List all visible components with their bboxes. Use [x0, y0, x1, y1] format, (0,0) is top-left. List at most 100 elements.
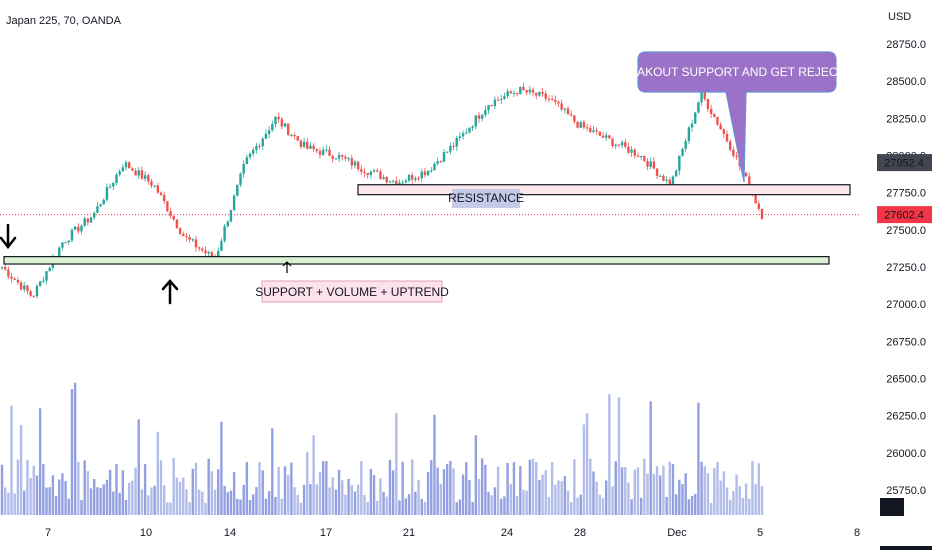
volume-bar	[484, 464, 487, 515]
candle-body	[604, 135, 608, 138]
candle-body	[465, 132, 468, 134]
volume-bar	[169, 502, 172, 515]
volume-bar	[690, 495, 694, 515]
support-zone[interactable]	[3, 255, 830, 265]
volume-bar	[420, 498, 423, 515]
volume-bar	[29, 477, 32, 515]
candle-body	[477, 115, 481, 119]
candle-body	[379, 171, 382, 179]
candle-body	[261, 138, 264, 147]
candle-body	[16, 279, 20, 283]
candle-body	[13, 278, 16, 280]
candle-body	[118, 171, 121, 175]
volume-bar	[395, 413, 398, 515]
price-axis[interactable]: USD	[888, 11, 911, 23]
candle-body	[550, 98, 554, 100]
volume-bar	[636, 467, 640, 515]
candle-body	[223, 226, 226, 241]
callout-bubble[interactable]	[637, 51, 837, 183]
volume-bar	[611, 486, 614, 515]
candle-body	[175, 219, 179, 229]
volume-bar	[589, 458, 592, 515]
candle-body	[608, 135, 611, 139]
volume-bar	[54, 495, 58, 515]
candle-body	[147, 175, 150, 182]
candle-body	[624, 142, 627, 147]
volume-bar	[267, 491, 271, 515]
candle-body	[363, 171, 366, 173]
time-tick-label: 24	[501, 527, 513, 539]
candle-body	[719, 124, 722, 130]
volume-bar	[716, 461, 719, 515]
volume-bar	[261, 470, 264, 515]
candle-body	[713, 114, 716, 117]
candle-body	[681, 148, 684, 156]
candle-body	[197, 247, 201, 249]
scroll-handle[interactable]	[880, 546, 932, 550]
symbol-title: Japan 225, 70, OANDA	[6, 15, 122, 27]
candle-body	[748, 176, 751, 191]
volume-bar	[538, 479, 541, 515]
resistance-label: RESISTANCE	[448, 191, 524, 205]
volume-bar	[700, 461, 703, 515]
candle-body	[61, 242, 64, 248]
candle-body	[487, 105, 490, 110]
volume-badge	[880, 498, 904, 516]
candle-body	[414, 178, 417, 180]
volume-bar	[124, 499, 128, 515]
volume-bar	[372, 475, 376, 515]
candle-body	[376, 170, 379, 172]
volume-badge-value: 38	[886, 502, 898, 514]
price-tick-label: 25750.0	[886, 485, 926, 497]
volume-bar	[417, 479, 420, 515]
volume-bar	[159, 460, 163, 515]
down-arrow-icon	[0, 223, 17, 250]
candle-body	[449, 145, 452, 152]
volume-bar	[73, 382, 77, 515]
volume-bar	[595, 481, 598, 515]
volume-bar	[369, 468, 373, 515]
volume-bar	[649, 401, 652, 515]
volume-bar	[579, 494, 582, 515]
volume-bar	[48, 487, 51, 515]
candle-body	[646, 161, 649, 167]
volume-bar	[652, 473, 656, 515]
volume-bar	[674, 494, 678, 515]
volume-bar	[423, 501, 427, 515]
time-axis[interactable]: 7 10 14 17 21 24 28 Dec 5 8	[45, 527, 860, 539]
candle-body	[19, 282, 23, 290]
candle-body	[337, 154, 341, 159]
price-tick-label: 26500.0	[886, 374, 926, 386]
candle-body	[643, 155, 646, 162]
candle-body	[201, 248, 204, 251]
time-tick-label: Dec	[667, 527, 687, 539]
volume-bar	[118, 492, 121, 515]
volume-bar	[436, 467, 439, 515]
volume-bar	[175, 477, 179, 515]
volume-bar	[67, 498, 70, 515]
volume-bar	[153, 485, 156, 515]
volume-bar	[188, 502, 191, 515]
volume-bar	[560, 481, 563, 515]
candle-body	[633, 149, 637, 156]
candle-body	[417, 178, 420, 180]
candle-body	[678, 155, 681, 171]
candle-body	[242, 163, 245, 174]
candle-body	[436, 161, 439, 164]
candle-body	[592, 130, 595, 132]
volume-bar	[624, 467, 627, 515]
volume-bar	[162, 485, 166, 515]
resistance-zone[interactable]	[357, 184, 851, 196]
candle-body	[191, 239, 194, 241]
candle-body	[531, 89, 535, 93]
candle-body	[293, 135, 296, 137]
candle-body	[134, 170, 137, 176]
volume-bar	[293, 487, 296, 515]
candle-body	[178, 228, 182, 234]
volume-bar	[487, 491, 490, 515]
candle-body	[430, 170, 433, 172]
volume-bar	[318, 471, 322, 515]
volume-bar	[659, 475, 662, 515]
